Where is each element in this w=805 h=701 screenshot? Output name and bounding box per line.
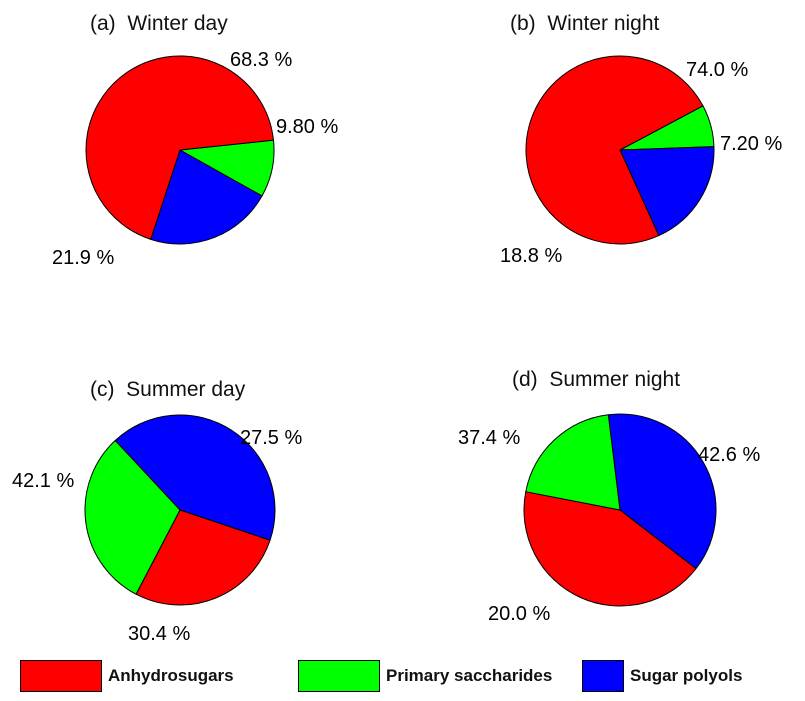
pie-chart-title: (b) Winter night — [510, 12, 660, 35]
legend-label-primary-saccharides: Primary saccharides — [386, 666, 553, 685]
legend-item-primary-saccharides: Primary saccharides — [298, 660, 552, 692]
pie-slice-sugar-polyols — [114, 414, 276, 541]
pie-data-label-primary-saccharides: 7.20 % — [720, 133, 782, 155]
pie-data-label-sugar-polyols: 21.9 % — [52, 247, 114, 269]
pie-slice-sugar-polyols — [607, 413, 717, 570]
legend-swatch-sugar-polyols — [582, 660, 624, 692]
pie-chart-4: (d) Summer night 42.6 % 20.0 % 37.4 % — [458, 368, 760, 625]
pie-data-label-primary-saccharides: 9.80 % — [276, 116, 338, 138]
legend-swatch-anhydrosugars — [20, 660, 102, 692]
pie-data-label-anhydrosugars: 74.0 % — [686, 59, 748, 81]
pie-slice-anhydrosugars — [85, 55, 274, 240]
pie-data-label-sugar-polyols: 18.8 % — [500, 245, 562, 267]
pie-chart-3: (c) Summer day 27.5 % 30.4 % 42.1 % — [12, 378, 302, 645]
pie-data-label-anhydrosugars: 68.3 % — [230, 49, 292, 71]
pie-slice-primary-saccharides — [525, 414, 621, 511]
pie-slice-anhydrosugars — [523, 491, 697, 607]
pie-data-label-anhydrosugars: 27.5 % — [240, 427, 302, 449]
pie-data-label-primary-saccharides: 30.4 % — [128, 623, 190, 645]
legend-item-anhydrosugars: Anhydrosugars — [20, 660, 234, 692]
pie-slice-primary-saccharides — [84, 440, 181, 595]
pie-chart-title: (c) Summer day — [90, 378, 246, 401]
pie-chart-title: (a) Winter day — [90, 12, 228, 35]
legend-label-sugar-polyols: Sugar polyols — [630, 666, 743, 685]
legend: Anhydrosugars Primary saccharides Sugar … — [0, 660, 805, 696]
pie-data-label-anhydrosugars: 42.6 % — [698, 444, 760, 466]
pie-slice-sugar-polyols — [150, 149, 263, 245]
pie-slice-anhydrosugars — [135, 509, 271, 606]
pie-data-label-sugar-polyols: 42.1 % — [12, 470, 74, 492]
pie-data-label-primary-saccharides: 20.0 % — [488, 603, 550, 625]
legend-swatch-primary-saccharides — [298, 660, 380, 692]
pie-slice-sugar-polyols — [619, 146, 715, 237]
pie-chart-title: (d) Summer night — [512, 368, 680, 391]
legend-label-anhydrosugars: Anhydrosugars — [108, 666, 234, 685]
pie-chart-2: (b) Winter night 74.0 % 7.20 % 18.8 % — [500, 12, 782, 267]
legend-item-sugar-polyols: Sugar polyols — [582, 660, 742, 692]
pie-data-label-sugar-polyols: 37.4 % — [458, 427, 520, 449]
pie-slice-anhydrosugars — [525, 55, 704, 245]
